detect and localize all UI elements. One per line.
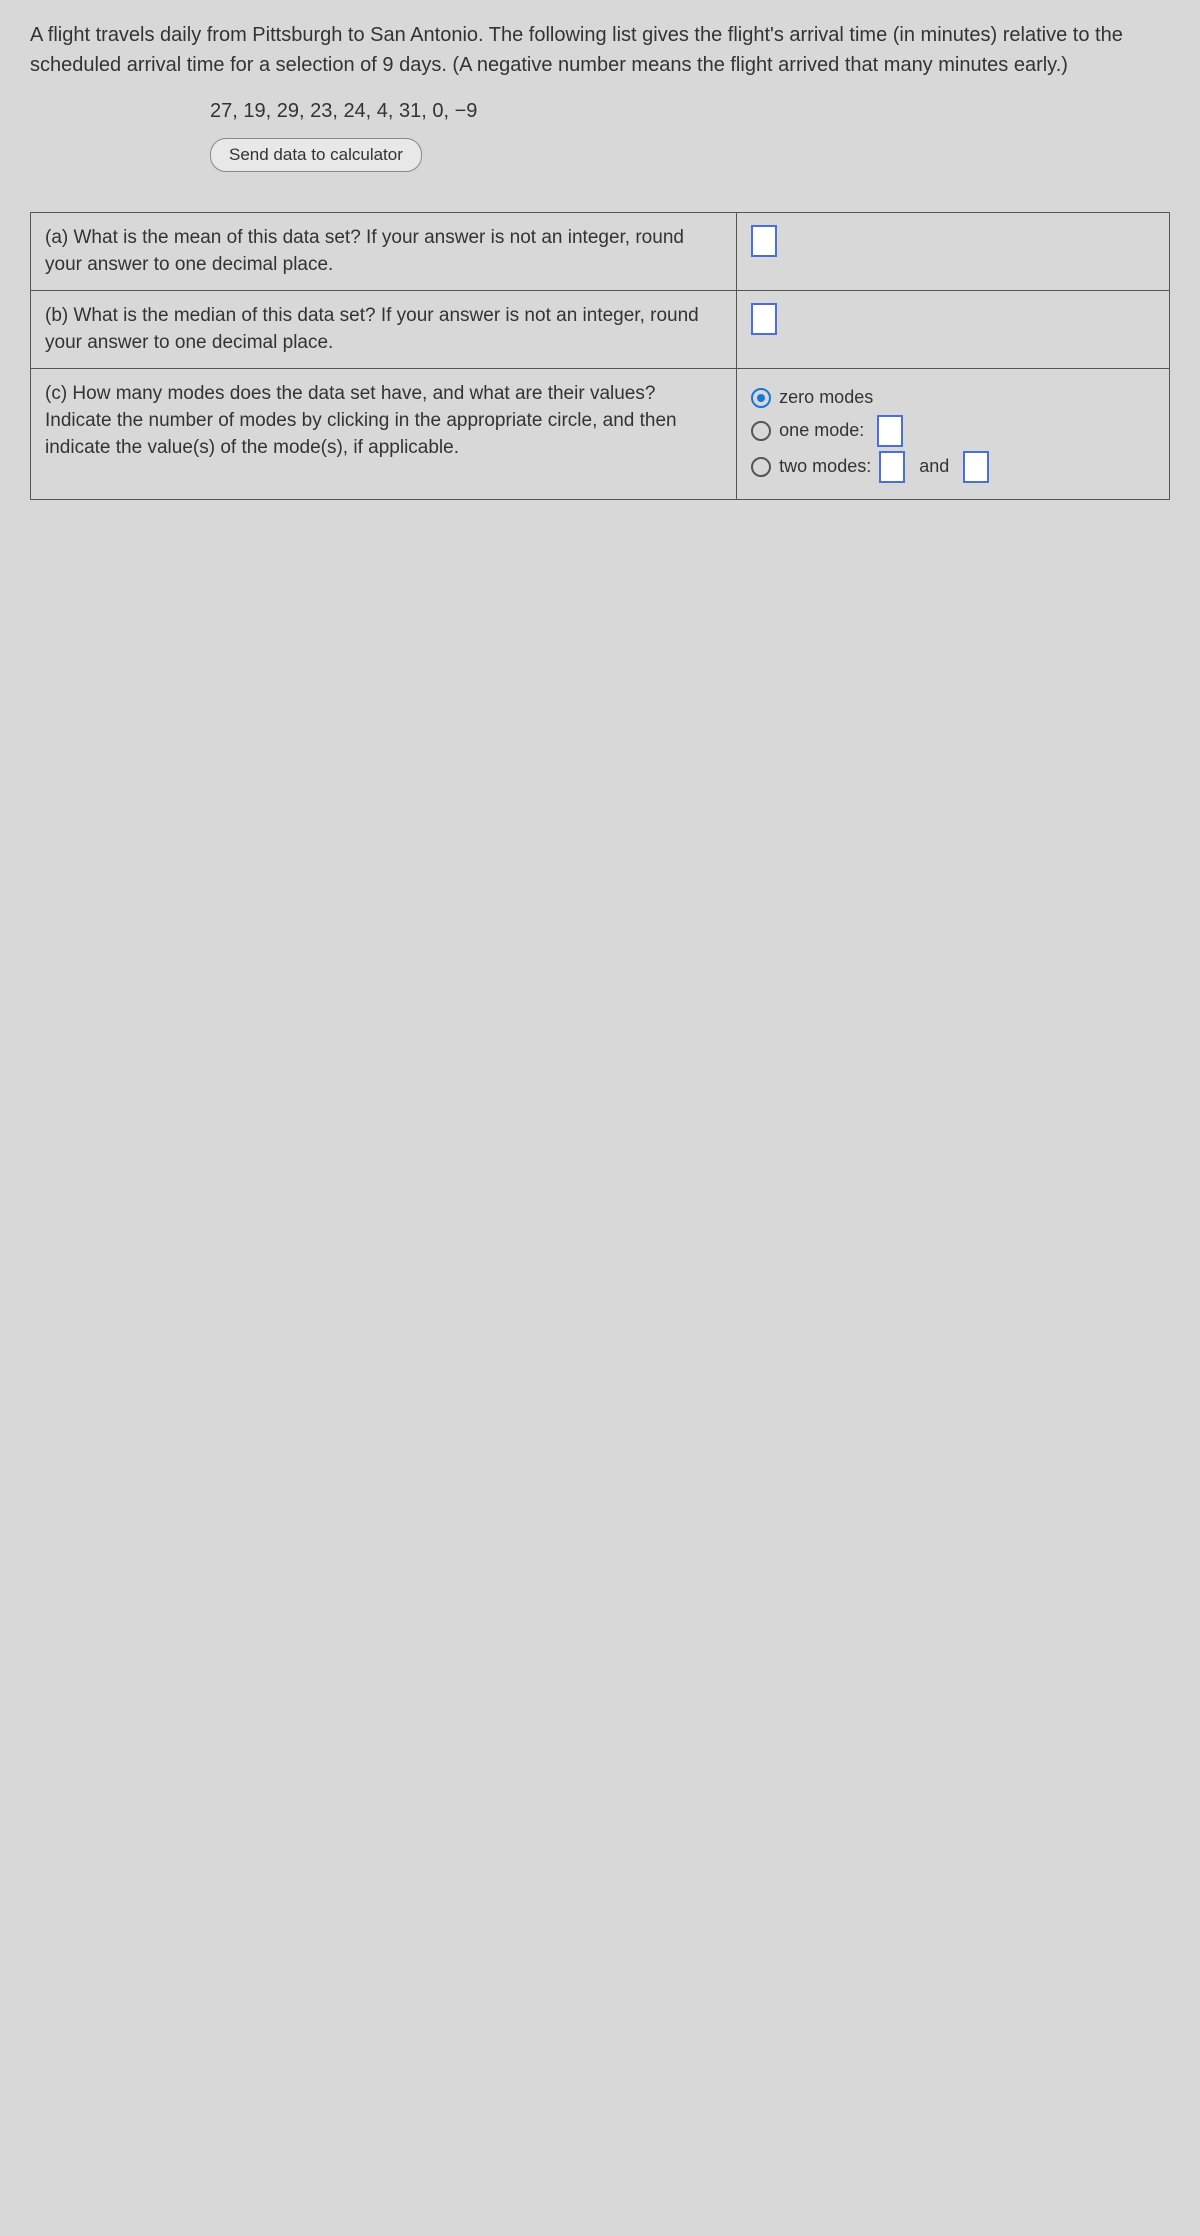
mean-input[interactable] [751, 225, 777, 257]
two-modes-input-2[interactable] [963, 451, 989, 483]
one-mode-radio[interactable] [751, 421, 771, 441]
median-input[interactable] [751, 303, 777, 335]
questions-table: (a) What is the mean of this data set? I… [30, 212, 1170, 500]
zero-modes-label: zero modes [779, 385, 873, 410]
question-a: (a) What is the mean of this data set? I… [31, 213, 737, 291]
two-modes-input-1[interactable] [879, 451, 905, 483]
problem-intro: A flight travels daily from Pittsburgh t… [30, 20, 1170, 80]
send-data-button[interactable]: Send data to calculator [210, 138, 422, 172]
two-modes-radio[interactable] [751, 457, 771, 477]
two-modes-label: two modes: [779, 454, 871, 479]
one-mode-input[interactable] [877, 415, 903, 447]
question-b: (b) What is the median of this data set?… [31, 291, 737, 369]
table-row: (b) What is the median of this data set?… [31, 291, 1170, 369]
answer-c-cell: zero modes one mode: two modes: and [737, 369, 1170, 499]
table-row: (c) How many modes does the data set hav… [31, 369, 1170, 499]
answer-b-cell [737, 291, 1170, 369]
data-values: 27, 19, 29, 23, 24, 4, 31, 0, −9 [210, 100, 1170, 123]
zero-modes-radio[interactable] [751, 388, 771, 408]
table-row: (a) What is the mean of this data set? I… [31, 213, 1170, 291]
one-mode-label: one mode: [779, 418, 869, 443]
answer-a-cell [737, 213, 1170, 291]
and-text: and [919, 454, 949, 479]
question-c: (c) How many modes does the data set hav… [31, 369, 737, 499]
